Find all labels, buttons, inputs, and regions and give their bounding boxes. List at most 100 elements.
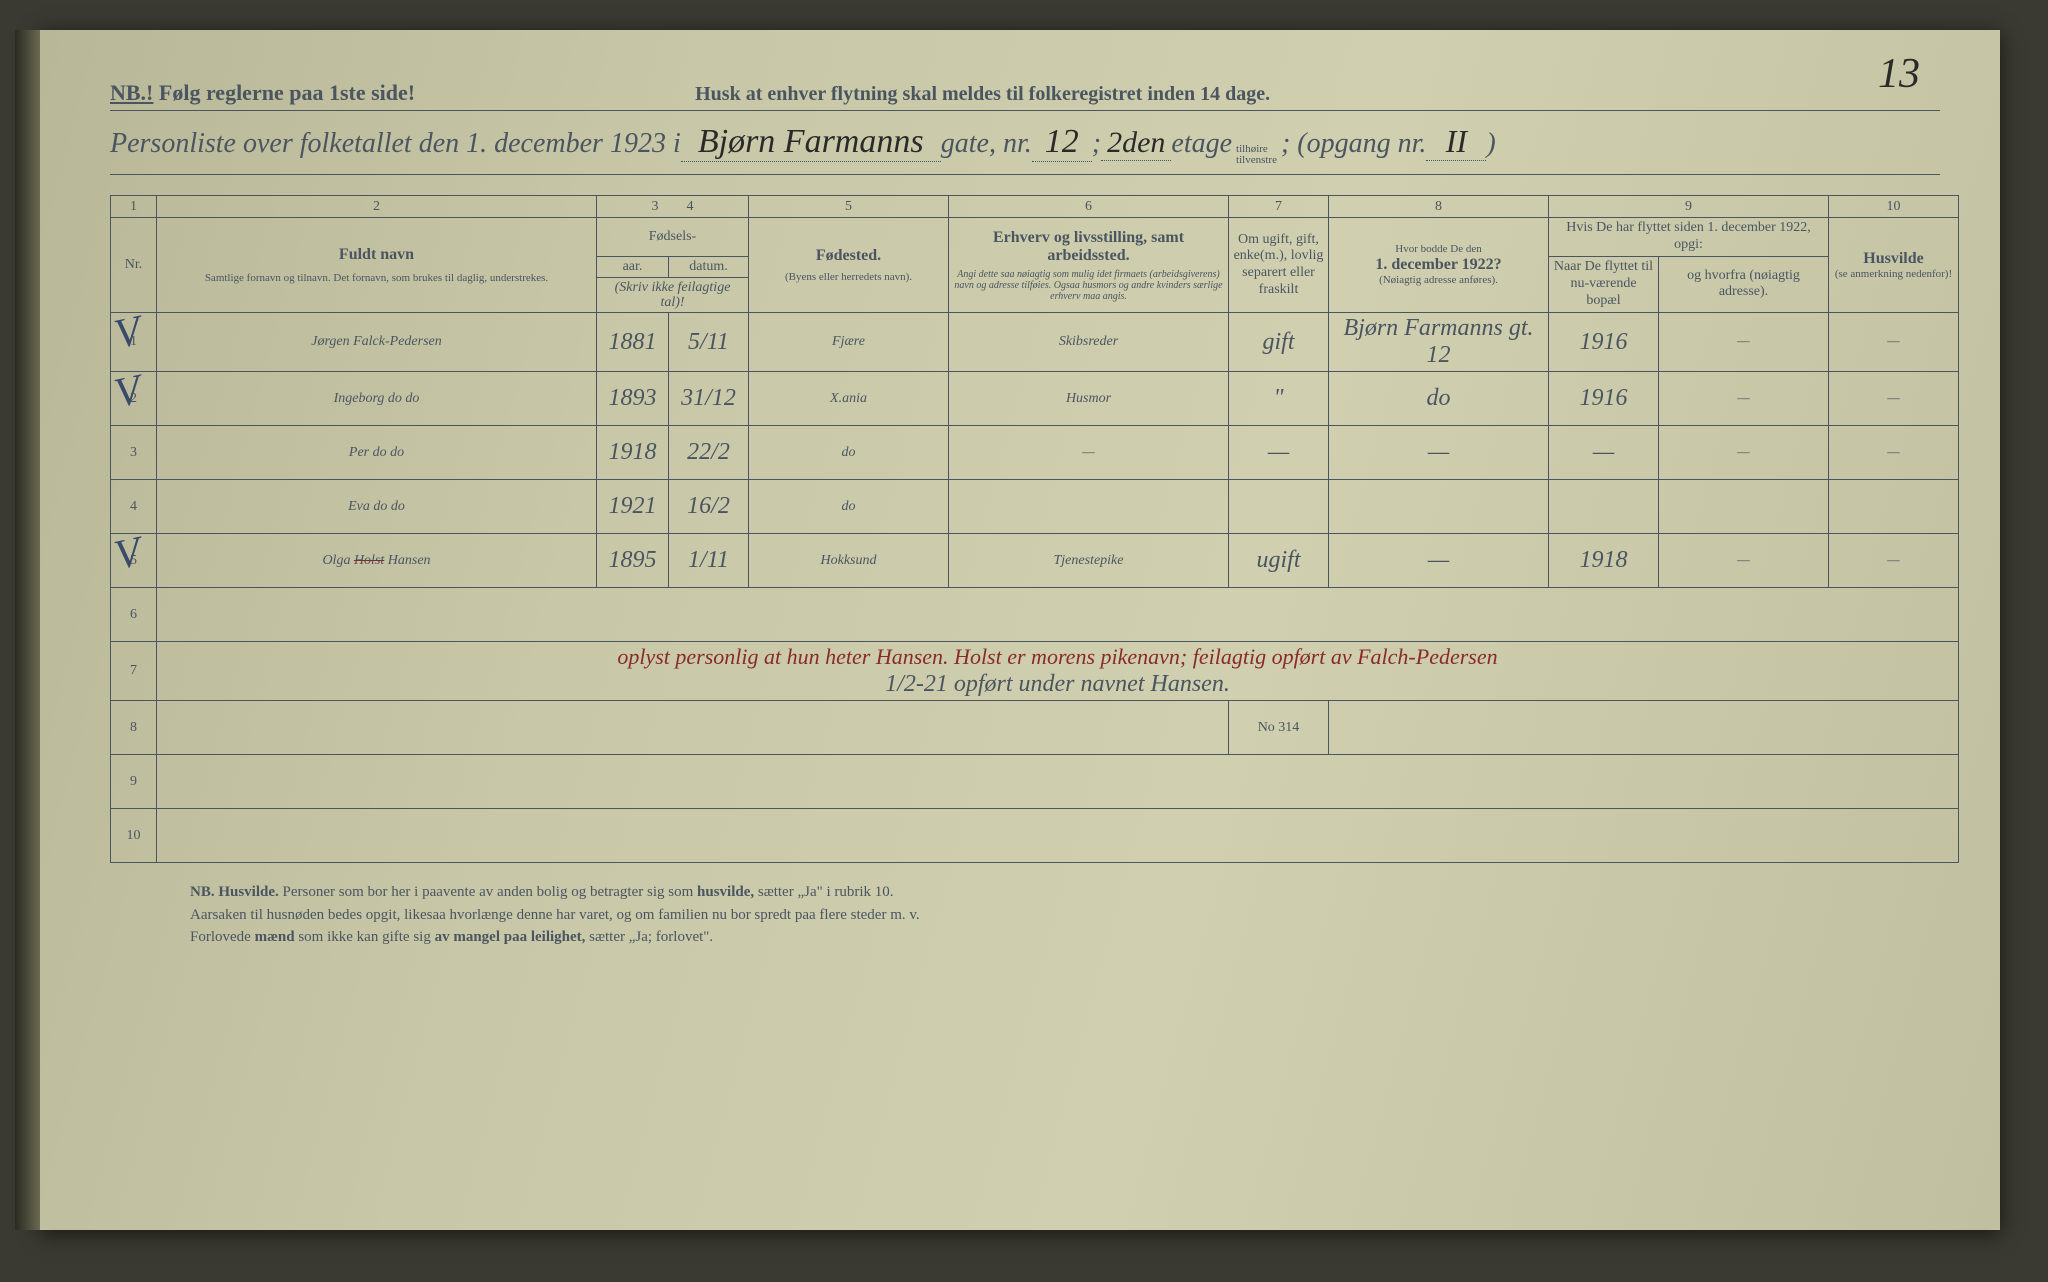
header-row: NB.! Følg reglerne paa 1ste side! Husk a… xyxy=(110,80,1940,111)
table-row: 10 xyxy=(111,809,1959,863)
cell-husvilde xyxy=(1829,480,1959,534)
census-form-page: 1 3 NB.! Følg reglerne paa 1ste side! Hus… xyxy=(40,30,2000,1230)
cell-husvilde: — xyxy=(1829,534,1959,588)
table-row: 3Per do do191822/2do—————— xyxy=(111,426,1959,480)
header-reminder: Husk at enhver flytning skal meldes til … xyxy=(695,83,1270,106)
cell-aar: 1918 xyxy=(597,426,669,480)
etage-hand: 2den xyxy=(1101,126,1171,161)
row-nr: 10 xyxy=(111,809,157,863)
cell-bodde: — xyxy=(1329,534,1549,588)
cell-naar: 1916 xyxy=(1549,372,1659,426)
cell-fodested: X.ania xyxy=(749,372,949,426)
row-nr: 6 xyxy=(111,588,157,642)
cell-bodde: — xyxy=(1329,426,1549,480)
row-nr: 3 xyxy=(111,426,157,480)
th-fodested: Fødested. (Byens eller herredets navn). xyxy=(749,218,949,313)
th-civil: Om ugift, gift, enke(m.), lovlig separer… xyxy=(1229,218,1329,313)
cell-aar: 1921 xyxy=(597,480,669,534)
colnum-2: 2 xyxy=(157,196,597,218)
colnum-8: 8 xyxy=(1329,196,1549,218)
cell-erhverv: Skibsreder xyxy=(949,313,1229,372)
cell-navn: Eva do do xyxy=(157,480,597,534)
cell-husvilde: — xyxy=(1829,372,1959,426)
cell-hvorfra: — xyxy=(1659,534,1829,588)
cell-erhverv: — xyxy=(949,426,1229,480)
cell-naar xyxy=(1549,480,1659,534)
cell-datum: 1/11 xyxy=(669,534,749,588)
th-hvorfra: og hvorfra (nøiagtig adresse). xyxy=(1659,256,1829,313)
cell-erhverv: Husmor xyxy=(949,372,1229,426)
th-navn: Fuldt navn Samtlige fornavn og tilnavn. … xyxy=(157,218,597,313)
cell-naar: 1918 xyxy=(1549,534,1659,588)
cell-fodested: do xyxy=(749,426,949,480)
footer-note: NB. Husvilde. Personer som bor her i paa… xyxy=(110,881,1940,949)
colnum-9: 9 xyxy=(1549,196,1829,218)
cell-civil: gift xyxy=(1229,313,1329,372)
cell-fodested: do xyxy=(749,480,949,534)
cell-husvilde: — xyxy=(1829,426,1959,480)
colnum-3-4: 3 4 xyxy=(597,196,749,218)
cell-civil: — xyxy=(1229,426,1329,480)
table-row: 1VJørgen Falck-Pedersen18815/11FjæreSkib… xyxy=(111,313,1959,372)
th-nr: Nr. xyxy=(111,218,157,313)
th-bodde: Hvor bodde De den 1. december 1922? (Nøi… xyxy=(1329,218,1549,313)
ref-number: No 314 xyxy=(1229,701,1329,755)
table-row: 5VOlga Holst Hansen18951/11HokksundTjene… xyxy=(111,534,1959,588)
cell-husvilde: — xyxy=(1829,313,1959,372)
cell-bodde: do xyxy=(1329,372,1549,426)
etage-label: etage xyxy=(1171,128,1232,160)
cell-navn: VIngeborg do do xyxy=(157,372,597,426)
table-row: 8 No 314 xyxy=(111,701,1959,755)
cell-datum: 22/2 xyxy=(669,426,749,480)
table-row: 6 xyxy=(111,588,1959,642)
annotation-cell: oplyst personlig at hun heter Hansen. Ho… xyxy=(157,642,1959,701)
cell-navn: VOlga Holst Hansen xyxy=(157,534,597,588)
gate-label: gate, nr. xyxy=(941,128,1032,160)
table-head: 1 2 3 4 5 6 7 8 9 10 Nr. Fuldt navn Samt… xyxy=(111,196,1959,313)
title-line: Personliste over folketallet den 1. dece… xyxy=(110,123,1940,175)
th-aar: aar. xyxy=(597,256,669,277)
colnum-7: 7 xyxy=(1229,196,1329,218)
cell-aar: 1881 xyxy=(597,313,669,372)
colnum-1: 1 xyxy=(111,196,157,218)
cell-hvorfra: — xyxy=(1659,313,1829,372)
table-row: 9 xyxy=(111,755,1959,809)
nb-warning: NB.! Følg reglerne paa 1ste side! xyxy=(110,80,415,106)
th-erhverv: Erhverv og livsstilling, samt arbeidsste… xyxy=(949,218,1229,313)
table-row: 4Eva do do192116/2do xyxy=(111,480,1959,534)
cell-bodde xyxy=(1329,480,1549,534)
cell-aar: 1893 xyxy=(597,372,669,426)
opgang-number-hand: II xyxy=(1426,123,1486,161)
cell-civil xyxy=(1229,480,1329,534)
title-prefix: Personliste over folketallet den 1. dece… xyxy=(110,128,681,160)
table-row: 2VIngeborg do do189331/12X.aniaHusmor"do… xyxy=(111,372,1959,426)
th-fodsels: Fødsels- xyxy=(597,218,749,257)
gate-number-hand: 12 xyxy=(1032,123,1092,162)
cell-datum: 16/2 xyxy=(669,480,749,534)
colnum-6: 6 xyxy=(949,196,1229,218)
th-naar: Naar De flyttet til nu-værende bopæl xyxy=(1549,256,1659,313)
opgang-label: ; (opgang nr. xyxy=(1281,128,1426,160)
row-nr: 9 xyxy=(111,755,157,809)
street-name-hand: Bjørn Farmanns xyxy=(681,123,941,162)
cell-navn: VJørgen Falck-Pedersen xyxy=(157,313,597,372)
cell-naar: — xyxy=(1549,426,1659,480)
cell-fodested: Fjære xyxy=(749,313,949,372)
cell-navn: Per do do xyxy=(157,426,597,480)
table-row-annotation: 7oplyst personlig at hun heter Hansen. H… xyxy=(111,642,1959,701)
cell-naar: 1916 xyxy=(1549,313,1659,372)
census-table: 1 2 3 4 5 6 7 8 9 10 Nr. Fuldt navn Samt… xyxy=(110,195,1959,863)
cell-aar: 1895 xyxy=(597,534,669,588)
th-flyttet-top: Hvis De har flyttet siden 1. december 19… xyxy=(1549,218,1829,257)
table-body: 1VJørgen Falck-Pedersen18815/11FjæreSkib… xyxy=(111,313,1959,863)
cell-civil: " xyxy=(1229,372,1329,426)
cell-bodde: Bjørn Farmanns gt. 12 xyxy=(1329,313,1549,372)
row-nr: 8 xyxy=(111,701,157,755)
cell-fodested: Hokksund xyxy=(749,534,949,588)
cell-erhverv: Tjenestepike xyxy=(949,534,1229,588)
side-options: tilhøire tilvenstre xyxy=(1236,144,1277,166)
cell-erhverv xyxy=(949,480,1229,534)
th-husvilde: Husvilde (se anmerkning nedenfor)! xyxy=(1829,218,1959,313)
colnum-5: 5 xyxy=(749,196,949,218)
th-datum: datum. xyxy=(669,256,749,277)
